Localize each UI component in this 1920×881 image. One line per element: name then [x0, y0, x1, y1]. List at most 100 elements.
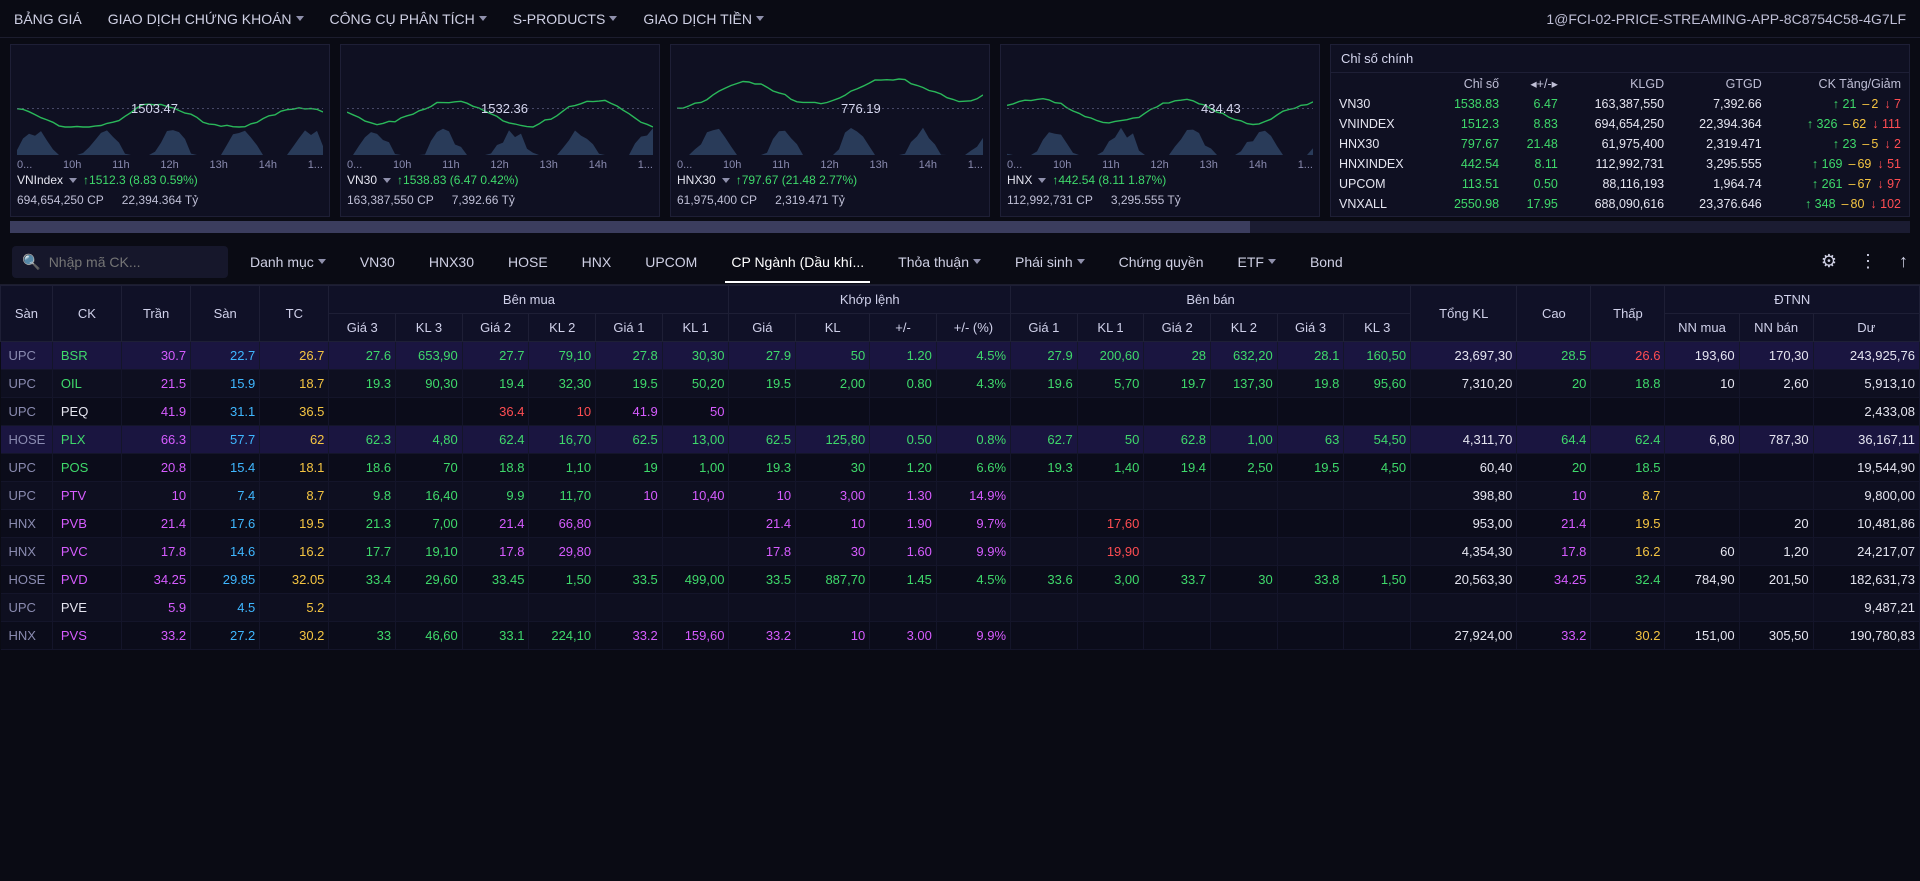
nav-item-4[interactable]: GIAO DỊCH TIỀN	[643, 11, 764, 27]
col-header[interactable]: Giá 1	[1011, 314, 1078, 342]
chart-price: ↑1538.83 (6.47 0.42%)	[397, 173, 518, 187]
filter-item-7[interactable]: Thỏa thuận	[898, 254, 981, 270]
col-header[interactable]: +/-	[870, 314, 937, 342]
filter-item-8[interactable]: Phái sinh	[1015, 254, 1085, 270]
table-row[interactable]: UPCOIL21.515.918.719.390,3019.432,3019.5…	[1, 370, 1920, 398]
chevron-down-icon	[1077, 259, 1085, 264]
col-header[interactable]: Sàn	[1, 286, 53, 342]
chart-card-hnx30[interactable]: 776.190...10h11h12h13h14h1... HNX30 ↑797…	[670, 44, 990, 217]
col-header[interactable]: Giá 3	[329, 314, 396, 342]
index-panel: Chỉ số chính Chỉ số◂+/-▸KLGDGTGDCK Tăng/…	[1330, 44, 1910, 217]
filter-bar: 🔍 Danh mục VN30 HNX30 HOSE HNX UPCOM CP Ngành …	[0, 239, 1920, 285]
index-row[interactable]: VNXALL2550.9817.95688,090,61623,376.646 …	[1331, 194, 1909, 214]
table-row[interactable]: HNXPVB21.417.619.521.37,0021.466,8021.41…	[1, 510, 1920, 538]
chevron-down-icon	[609, 16, 617, 21]
filter-item-3[interactable]: HOSE	[508, 254, 548, 270]
chevron-down-icon[interactable]	[1038, 178, 1046, 183]
filter-item-10[interactable]: ETF	[1237, 254, 1275, 270]
chart-card-vnindex[interactable]: 1503.470...10h11h12h13h14h1... VNIndex ↑…	[10, 44, 330, 217]
col-header[interactable]: ĐTNN	[1665, 286, 1920, 314]
col-header[interactable]: Tổng KL	[1411, 286, 1517, 342]
filter-item-5[interactable]: UPCOM	[645, 254, 697, 270]
col-header[interactable]: Bên mua	[329, 286, 729, 314]
horizontal-scrollbar[interactable]	[10, 221, 1910, 233]
col-header[interactable]: NN mua	[1665, 314, 1739, 342]
col-header[interactable]: CK	[52, 286, 121, 342]
chart-card-vn30[interactable]: 1532.360...10h11h12h13h14h1... VN30 ↑153…	[340, 44, 660, 217]
col-header[interactable]: Giá 2	[1144, 314, 1211, 342]
table-row[interactable]: UPCPVE5.94.55.29,487,21	[1, 594, 1920, 622]
chart-price: ↑1512.3 (8.83 0.59%)	[83, 173, 198, 187]
nav-item-1[interactable]: GIAO DỊCH CHỨNG KHOÁN	[108, 11, 304, 27]
index-table: Chỉ số◂+/-▸KLGDGTGDCK Tăng/Giảm VN301538…	[1331, 73, 1909, 214]
col-header[interactable]: Trần	[122, 286, 191, 342]
col-header[interactable]: Bên bán	[1011, 286, 1411, 314]
chart-symbol: VNIndex	[17, 173, 63, 187]
chevron-down-icon[interactable]	[722, 178, 730, 183]
chevron-down-icon	[756, 16, 764, 21]
search-input[interactable]	[49, 254, 218, 270]
table-row[interactable]: HNXPVS33.227.230.23346,6033.1224,1033.21…	[1, 622, 1920, 650]
col-header[interactable]: KL 2	[529, 314, 596, 342]
chevron-down-icon[interactable]	[69, 178, 77, 183]
scroll-top-icon[interactable]: ↑	[1899, 251, 1908, 272]
filter-item-1[interactable]: VN30	[360, 254, 395, 270]
col-header[interactable]: +/- (%)	[936, 314, 1010, 342]
filter-item-2[interactable]: HNX30	[429, 254, 474, 270]
price-table-wrap: Sàn CK Trần Sàn TC Bên mua Khớp lệnh Bên…	[0, 285, 1920, 845]
chart-ticks: 0...10h11h12h13h14h1...	[17, 159, 323, 171]
table-row[interactable]: HOSEPVD34.2529.8532.0533.429,6033.451,50…	[1, 566, 1920, 594]
index-row[interactable]: VN301538.836.47163,387,5507,392.66 21 2 …	[1331, 94, 1909, 114]
nav-item-2[interactable]: CÔNG CỤ PHÂN TÍCH	[330, 11, 487, 27]
filter-item-0[interactable]: Danh mục	[250, 254, 326, 270]
col-header[interactable]: Sàn	[191, 286, 260, 342]
col-header[interactable]: Giá	[729, 314, 796, 342]
table-row[interactable]: HNXPVC17.814.616.217.719,1017.829,8017.8…	[1, 538, 1920, 566]
chart-price: ↑442.54 (8.11 1.87%)	[1052, 173, 1166, 187]
col-header[interactable]: KL 1	[1077, 314, 1144, 342]
table-row[interactable]: UPCPEQ41.931.136.536.41041.9502,433,08	[1, 398, 1920, 426]
table-row[interactable]: UPCPTV107.48.79.816,409.911,701010,40103…	[1, 482, 1920, 510]
table-row[interactable]: UPCPOS20.815.418.118.67018.81,10191,0019…	[1, 454, 1920, 482]
more-icon[interactable]: ⋮	[1859, 251, 1877, 272]
index-row[interactable]: UPCOM113.510.5088,116,1931,964.74 261 67…	[1331, 174, 1909, 194]
chart-card-hnx[interactable]: 434.430...10h11h12h13h14h1... HNX ↑442.5…	[1000, 44, 1320, 217]
nav-item-0[interactable]: BẢNG GIÁ	[14, 11, 82, 27]
search-box[interactable]: 🔍	[12, 246, 228, 278]
filter-item-9[interactable]: Chứng quyền	[1119, 254, 1204, 270]
nav-item-3[interactable]: S-PRODUCTS	[513, 11, 618, 27]
col-header[interactable]: Giá 2	[462, 314, 529, 342]
col-header[interactable]: TC	[260, 286, 329, 342]
chart-ticks: 0...10h11h12h13h14h1...	[677, 159, 983, 171]
settings-icon[interactable]: ⚙	[1821, 251, 1837, 272]
chart-value: 7,392.66 Tỷ	[452, 193, 515, 207]
index-header	[1331, 73, 1431, 94]
col-header[interactable]: KL	[796, 314, 870, 342]
index-header: GTGD	[1672, 73, 1770, 94]
chart-symbol: HNX	[1007, 173, 1032, 187]
index-row[interactable]: VNINDEX1512.38.83694,654,25022,394.364 3…	[1331, 114, 1909, 134]
col-header[interactable]: KL 2	[1211, 314, 1278, 342]
col-header[interactable]: Thấp	[1591, 286, 1665, 342]
col-header[interactable]: NN bán	[1739, 314, 1813, 342]
col-header[interactable]: Khớp lệnh	[729, 286, 1011, 314]
chevron-down-icon[interactable]	[383, 178, 391, 183]
col-header[interactable]: KL 1	[662, 314, 729, 342]
filter-item-11[interactable]: Bond	[1310, 254, 1343, 270]
col-header[interactable]: Giá 3	[1277, 314, 1344, 342]
index-row[interactable]: HNXINDEX442.548.11112,992,7313,295.555 1…	[1331, 154, 1909, 174]
chart-symbol: VN30	[347, 173, 377, 187]
col-header[interactable]: Giá 1	[596, 314, 663, 342]
col-header[interactable]: KL 3	[1344, 314, 1411, 342]
filter-item-4[interactable]: HNX	[582, 254, 612, 270]
filter-item-6[interactable]: CP Ngành (Dầu khí...	[731, 254, 864, 270]
table-row[interactable]: HOSEPLX66.357.76262.34,8062.416,7062.513…	[1, 426, 1920, 454]
chart-value: 22,394.364 Tỷ	[122, 193, 199, 207]
col-header[interactable]: Dư	[1813, 314, 1919, 342]
index-row[interactable]: HNX30797.6721.4861,975,4002,319.471 23 5…	[1331, 134, 1909, 154]
col-header[interactable]: Cao	[1517, 286, 1591, 342]
col-header[interactable]: KL 3	[396, 314, 463, 342]
app-id-label: 1@FCI-02-PRICE-STREAMING-APP-8C8754C58-4…	[1546, 11, 1906, 27]
table-row[interactable]: UPCBSR30.722.726.727.6653,9027.779,1027.…	[1, 342, 1920, 370]
chart-volume: 163,387,550 CP	[347, 193, 434, 207]
